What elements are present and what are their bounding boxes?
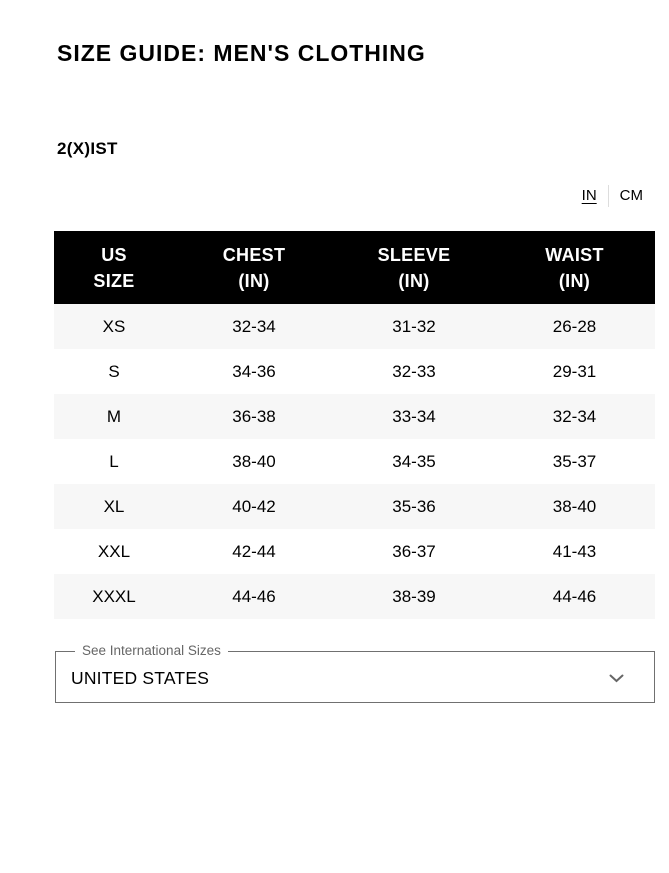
table-row-xs: XS 32-34 31-32 26-28 <box>54 304 655 349</box>
cell-size: XXL <box>97 541 131 561</box>
cell-chest: 36-38 <box>232 406 276 426</box>
table-row-xxl: XXL 42-44 36-37 41-43 <box>54 529 655 574</box>
chevron-down-icon <box>609 674 624 683</box>
cell-size: L <box>109 451 119 471</box>
cell-chest: 34-36 <box>232 361 276 381</box>
unit-toggle: IN CM <box>0 185 654 207</box>
column-header-chest: CHEST (IN) <box>174 242 334 294</box>
column-header-line2: (IN) <box>398 270 430 291</box>
column-header-line2: (IN) <box>558 270 591 291</box>
unit-cm-button[interactable]: CM <box>619 187 643 204</box>
cell-waist: 32-34 <box>552 406 597 426</box>
cell-sleeve: 33-34 <box>392 406 436 426</box>
international-sizes-label: See International Sizes <box>82 643 221 658</box>
size-table-header: US SIZE CHEST (IN) SLEEVE (IN) WAIST (IN… <box>54 231 655 304</box>
cell-chest: 40-42 <box>232 496 276 516</box>
column-header-us-size: US SIZE <box>54 242 174 294</box>
cell-size: M <box>106 406 122 426</box>
unit-toggle-divider <box>607 185 609 207</box>
cell-waist: 41-43 <box>552 541 597 561</box>
cell-chest: 38-40 <box>232 451 276 471</box>
column-header-waist: WAIST (IN) <box>494 242 655 294</box>
cell-sleeve: 34-35 <box>392 451 436 471</box>
table-row-s: S 34-36 32-33 29-31 <box>54 349 655 394</box>
table-row-xl: XL 40-42 35-36 38-40 <box>54 484 655 529</box>
cell-waist: 35-37 <box>552 451 597 471</box>
column-header-sleeve: SLEEVE (IN) <box>334 242 494 294</box>
table-row-xxxl: XXXL 44-46 38-39 44-46 <box>54 574 655 619</box>
size-table: US SIZE CHEST (IN) SLEEVE (IN) WAIST (IN… <box>54 231 655 619</box>
cell-chest: 42-44 <box>232 541 276 561</box>
page-title: SIZE GUIDE: MEN'S CLOTHING <box>57 40 426 66</box>
column-header-line2: SIZE <box>93 270 135 291</box>
cell-size: S <box>108 361 120 381</box>
country-select[interactable]: UNITED STATES <box>70 659 640 697</box>
table-row-m: M 36-38 33-34 32-34 <box>54 394 655 439</box>
cell-waist: 26-28 <box>552 316 597 336</box>
country-select-value: UNITED STATES <box>71 667 210 688</box>
column-header-line1: US <box>101 244 127 265</box>
cell-sleeve: 35-36 <box>392 496 436 516</box>
column-header-line2: (IN) <box>238 270 270 291</box>
column-header-line1: SLEEVE <box>377 244 451 265</box>
unit-in-button[interactable]: IN <box>581 187 597 204</box>
cell-waist: 44-46 <box>552 586 597 606</box>
cell-waist: 38-40 <box>552 496 597 516</box>
cell-sleeve: 36-37 <box>392 541 436 561</box>
international-sizes-selector: See International Sizes UNITED STATES <box>55 643 655 703</box>
cell-sleeve: 32-33 <box>392 361 436 381</box>
cell-size: XXXL <box>92 586 136 606</box>
cell-waist: 29-31 <box>552 361 597 381</box>
brand-name: 2(X)IST <box>57 139 118 158</box>
cell-chest: 44-46 <box>232 586 276 606</box>
cell-sleeve: 38-39 <box>392 586 436 606</box>
cell-chest: 32-34 <box>232 316 276 336</box>
table-row-l: L 38-40 34-35 35-37 <box>54 439 655 484</box>
column-header-line1: CHEST <box>222 244 286 265</box>
column-header-line1: WAIST <box>545 244 604 265</box>
cell-size: XL <box>103 496 125 516</box>
cell-sleeve: 31-32 <box>392 316 436 336</box>
cell-size: XS <box>102 316 126 336</box>
